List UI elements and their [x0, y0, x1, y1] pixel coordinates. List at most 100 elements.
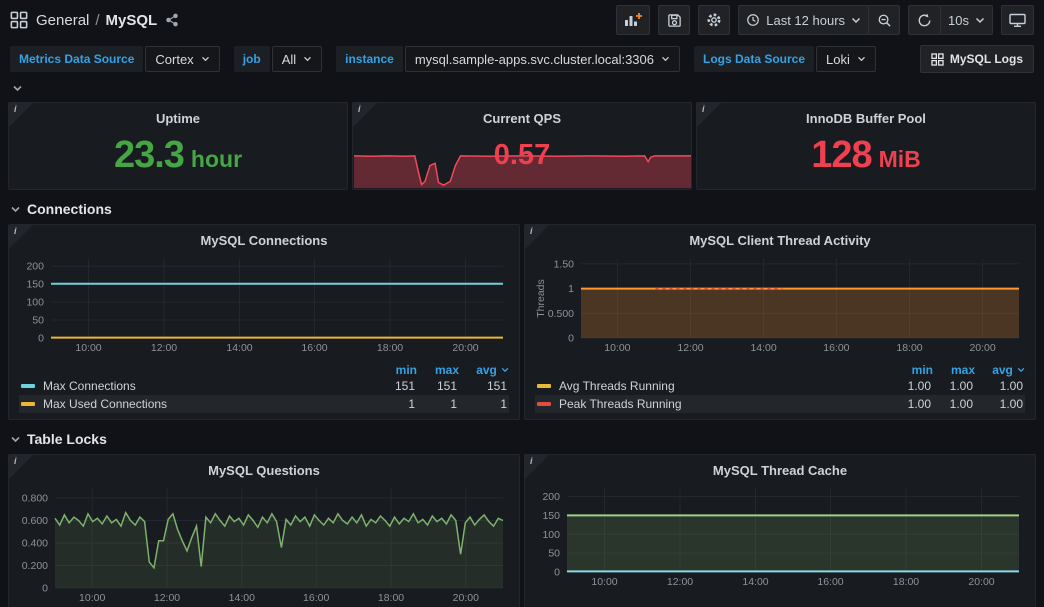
legend-sort-min[interactable]: min — [911, 362, 933, 377]
legend-sort-avg[interactable]: avg — [459, 363, 509, 377]
svg-text:1: 1 — [568, 283, 574, 295]
svg-text:20:00: 20:00 — [453, 592, 479, 604]
breadcrumb-folder[interactable]: General — [36, 11, 90, 29]
panel-title[interactable]: Uptime — [155, 111, 201, 126]
variable-label: Metrics Data Source — [10, 46, 144, 72]
section-connections[interactable]: Connections — [10, 200, 1044, 218]
series-label[interactable]: Peak Threads Running — [559, 397, 682, 411]
refresh-interval-label: 10s — [948, 12, 969, 28]
series-label[interactable]: Avg Threads Running — [559, 379, 675, 393]
section-table-locks[interactable]: Table Locks — [10, 430, 1044, 448]
zoom-out-button[interactable] — [868, 5, 901, 35]
variable-label: instance — [336, 46, 403, 72]
stat-value-area: 0.57 — [361, 128, 683, 183]
variable-metrics-datasource: Metrics Data Source Cortex — [10, 46, 220, 72]
uptime-unit: hour — [190, 146, 243, 172]
svg-text:0: 0 — [568, 333, 574, 345]
series-max: 1.00 — [949, 379, 973, 393]
series-max: 151 — [436, 379, 457, 393]
legend-row: Peak Threads Running 1.00 1.00 1.00 — [535, 395, 1025, 413]
series-avg: 1 — [500, 397, 507, 411]
svg-text:14:00: 14:00 — [226, 342, 252, 354]
legend: min max avg Avg Threads Running 1.00 1.0… — [533, 362, 1027, 413]
svg-text:18:00: 18:00 — [893, 576, 919, 588]
panel-mysql-client-thread-activity: i MySQL Client Thread Activity 0 0.500 1 1.… — [524, 224, 1036, 420]
svg-text:0.800: 0.800 — [22, 493, 48, 505]
connections-row: i MySQL Connections 0 50 100 150 200 10:00 12:… — [8, 224, 1036, 420]
svg-text:50: 50 — [548, 548, 560, 560]
legend-header: min max avg — [535, 362, 1025, 377]
row-collapse-toggle[interactable] — [12, 80, 1044, 96]
svg-text:10:00: 10:00 — [75, 342, 101, 354]
chevron-down-icon — [661, 56, 670, 62]
job-select[interactable]: All — [271, 46, 323, 72]
panel-title[interactable]: InnoDB Buffer Pool — [806, 111, 926, 126]
svg-text:10:00: 10:00 — [79, 592, 105, 604]
panel-title[interactable]: MySQL Connections — [200, 233, 328, 248]
svg-text:150: 150 — [26, 279, 44, 291]
add-panel-button[interactable] — [616, 5, 651, 35]
mysql-logs-label: MySQL Logs — [949, 52, 1023, 66]
svg-text:12:00: 12:00 — [667, 576, 693, 588]
svg-text:10:00: 10:00 — [591, 576, 617, 588]
dashboard-submenu: Metrics Data Source Cortex job All insta… — [0, 42, 1044, 76]
metrics-datasource-select[interactable]: Cortex — [145, 46, 220, 72]
series-avg: 1.00 — [999, 379, 1023, 393]
series-label[interactable]: Max Connections — [43, 379, 136, 393]
dashboard-title[interactable]: MySQL — [105, 11, 158, 29]
panel-title[interactable]: Current QPS — [482, 111, 561, 126]
legend-header: min max avg — [19, 362, 509, 377]
time-range-picker[interactable]: Last 12 hours — [738, 5, 869, 35]
instance-select[interactable]: mysql.sample-apps.svc.cluster.local:3306 — [404, 46, 680, 72]
series-min: 151 — [394, 379, 415, 393]
legend-sort-max[interactable]: max — [950, 362, 975, 377]
legend-row: Max Connections 151 151 151 — [19, 377, 509, 395]
svg-text:10:00: 10:00 — [604, 342, 630, 354]
variable-value: Loki — [826, 51, 850, 67]
buffer-pool-unit: MiB — [878, 146, 921, 172]
clock-icon — [746, 13, 760, 27]
svg-text:16:00: 16:00 — [817, 576, 843, 588]
cycle-view-mode-button[interactable] — [1001, 5, 1034, 35]
qps-value: 0.57 — [493, 139, 551, 171]
variable-value: All — [281, 51, 297, 67]
chevron-down-icon — [303, 56, 312, 62]
qps-sparkline — [354, 151, 691, 188]
svg-text:0: 0 — [38, 333, 44, 345]
chevron-down-icon — [975, 17, 985, 24]
dashboard-settings-button[interactable] — [698, 5, 731, 35]
variable-label: Logs Data Source — [694, 46, 815, 72]
svg-text:Threads: Threads — [535, 279, 547, 318]
thread-cache-chart[interactable]: 0 50 100 150 200 10:00 12:00 14:00 16:00 18:00 20:… — [533, 483, 1027, 589]
logs-datasource-select[interactable]: Loki — [816, 46, 876, 72]
section-title: Connections — [27, 201, 112, 217]
series-label[interactable]: Max Used Connections — [43, 397, 168, 411]
variable-logs-datasource: Logs Data Source Loki — [694, 46, 876, 72]
panel-title[interactable]: MySQL Questions — [208, 463, 320, 478]
legend-sort-min[interactable]: min — [395, 362, 417, 377]
svg-text:16:00: 16:00 — [823, 342, 849, 354]
svg-text:18:00: 18:00 — [896, 342, 922, 354]
panel-uptime: i Uptime 23.3 hour — [8, 102, 348, 190]
mysql-logs-button[interactable]: MySQL Logs — [919, 45, 1034, 73]
panel-mysql-questions: i MySQL Questions 0 0.200 0.400 0.600 0.800 1… — [8, 454, 520, 607]
section-title: Table Locks — [27, 431, 107, 447]
refresh-group: 10s — [908, 5, 993, 35]
legend-sort-avg[interactable]: avg — [975, 363, 1025, 377]
panel-title[interactable]: MySQL Client Thread Activity — [689, 233, 871, 248]
save-dashboard-button[interactable] — [658, 5, 691, 35]
refresh-button[interactable] — [908, 5, 941, 35]
refresh-interval-select[interactable]: 10s — [940, 5, 993, 35]
mysql-questions-chart[interactable]: 0 0.200 0.400 0.600 0.800 10:00 12:00 14:00 16:0… — [17, 483, 511, 605]
panel-title[interactable]: MySQL Thread Cache — [712, 463, 848, 478]
legend-sort-max[interactable]: max — [434, 362, 459, 377]
panel-mysql-connections: i MySQL Connections 0 50 100 150 200 10:00 12:… — [8, 224, 520, 420]
thread-activity-chart[interactable]: 0 0.500 1 1.50 10:00 12:00 14:00 16:00 18:00 20:0… — [533, 253, 1027, 355]
svg-text:16:00: 16:00 — [301, 342, 327, 354]
svg-text:0.600: 0.600 — [22, 515, 48, 527]
legend-row: Max Used Connections 1 1 1 — [19, 395, 509, 413]
dashboards-icon[interactable] — [10, 11, 28, 29]
share-icon[interactable] — [165, 13, 179, 27]
mysql-connections-chart[interactable]: 0 50 100 150 200 10:00 12:00 14:00 16:00 18:00 20:… — [17, 253, 511, 355]
time-range-label: Last 12 hours — [766, 12, 846, 28]
